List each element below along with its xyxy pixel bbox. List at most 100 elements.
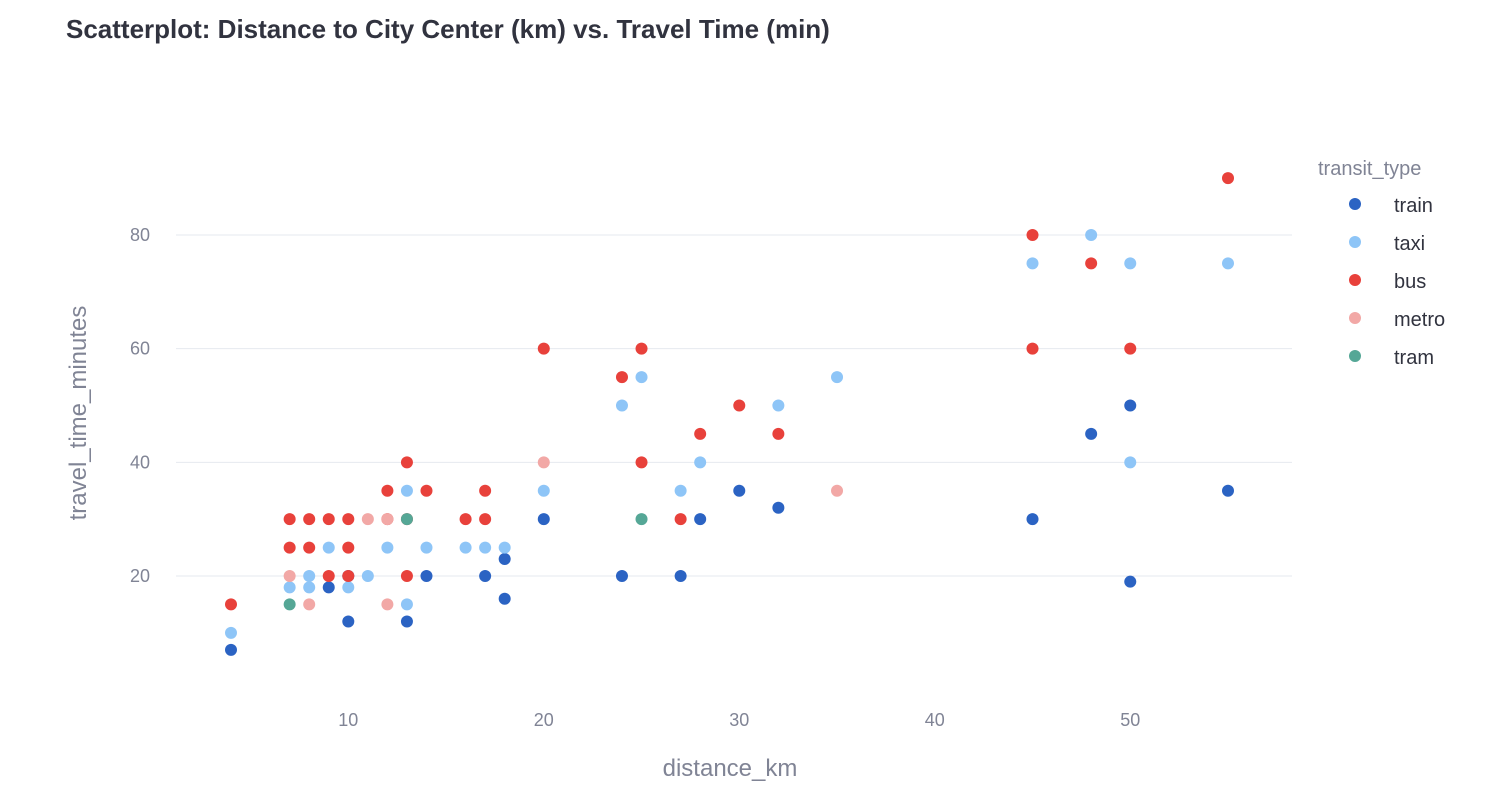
point-taxi[interactable] (303, 570, 316, 582)
point-train[interactable] (498, 592, 511, 605)
point-taxi[interactable] (400, 598, 413, 611)
point-train[interactable] (479, 570, 492, 582)
point-taxi[interactable] (400, 484, 413, 497)
point-taxi[interactable] (420, 541, 433, 554)
point-train[interactable] (322, 581, 335, 594)
point-train[interactable] (400, 615, 413, 628)
point-train[interactable] (498, 552, 511, 565)
point-bus[interactable] (303, 513, 316, 526)
point-taxi[interactable] (537, 484, 550, 497)
point-bus[interactable] (283, 541, 296, 554)
point-train[interactable] (733, 484, 746, 497)
point-taxi[interactable] (225, 626, 237, 639)
point-metro[interactable] (303, 598, 316, 611)
point-taxi[interactable] (459, 541, 472, 554)
point-bus[interactable] (322, 570, 335, 582)
series-metro[interactable] (283, 456, 844, 611)
point-bus[interactable] (1085, 257, 1098, 270)
x-axis-title: distance_km (663, 755, 798, 782)
legend-item-taxi[interactable]: taxi (1349, 233, 1425, 255)
point-taxi[interactable] (322, 541, 335, 554)
point-metro[interactable] (283, 570, 296, 582)
point-bus[interactable] (283, 513, 296, 526)
point-bus[interactable] (1026, 229, 1039, 241)
series-taxi[interactable] (225, 229, 1234, 639)
point-metro[interactable] (381, 598, 394, 611)
point-train[interactable] (225, 643, 237, 656)
point-train[interactable] (537, 513, 550, 526)
point-bus[interactable] (772, 427, 785, 440)
legend-item-bus[interactable]: bus (1349, 271, 1426, 293)
point-metro[interactable] (831, 484, 844, 497)
point-bus[interactable] (303, 541, 316, 554)
point-taxi[interactable] (674, 484, 687, 497)
legend-item-tram[interactable]: tram (1349, 347, 1434, 369)
point-bus[interactable] (342, 541, 355, 554)
point-taxi[interactable] (1026, 257, 1039, 270)
point-bus[interactable] (479, 513, 492, 526)
point-train[interactable] (1124, 575, 1137, 588)
point-bus[interactable] (420, 484, 433, 497)
point-taxi[interactable] (283, 581, 296, 594)
point-train[interactable] (772, 501, 785, 514)
point-bus[interactable] (1124, 342, 1137, 355)
point-tram[interactable] (283, 598, 296, 611)
point-bus[interactable] (342, 570, 355, 582)
point-bus[interactable] (400, 456, 413, 469)
series-bus[interactable] (225, 172, 1234, 611)
point-bus[interactable] (459, 513, 472, 526)
series-train[interactable] (225, 399, 1234, 656)
point-bus[interactable] (342, 513, 355, 526)
point-taxi[interactable] (1085, 229, 1098, 241)
series-tram[interactable] (283, 513, 648, 611)
point-bus[interactable] (381, 484, 394, 497)
point-taxi[interactable] (694, 456, 707, 469)
point-taxi[interactable] (831, 371, 844, 384)
point-taxi[interactable] (1124, 456, 1137, 469)
point-bus[interactable] (537, 342, 550, 355)
point-taxi[interactable] (381, 541, 394, 554)
point-bus[interactable] (694, 427, 707, 440)
point-bus[interactable] (479, 484, 492, 497)
point-train[interactable] (1085, 427, 1098, 440)
legend[interactable]: transit_type train taxi bus metro tram (1318, 158, 1445, 369)
point-metro[interactable] (537, 456, 550, 469)
point-train[interactable] (674, 570, 687, 582)
point-taxi[interactable] (498, 541, 511, 554)
point-train[interactable] (1124, 399, 1137, 412)
point-metro[interactable] (381, 513, 394, 526)
point-metro[interactable] (361, 513, 374, 526)
point-bus[interactable] (1222, 172, 1234, 185)
point-bus[interactable] (322, 513, 335, 526)
point-tram[interactable] (635, 513, 648, 526)
point-taxi[interactable] (342, 581, 355, 594)
point-bus[interactable] (635, 342, 648, 355)
point-bus[interactable] (1026, 342, 1039, 355)
point-train[interactable] (420, 570, 433, 582)
point-taxi[interactable] (1222, 257, 1234, 270)
legend-item-train[interactable]: train (1349, 195, 1433, 217)
point-train[interactable] (1026, 513, 1039, 526)
point-taxi[interactable] (361, 570, 374, 582)
point-train[interactable] (342, 615, 355, 628)
point-bus[interactable] (615, 371, 628, 384)
point-taxi[interactable] (479, 541, 492, 554)
point-train[interactable] (694, 513, 707, 526)
point-bus[interactable] (674, 513, 687, 526)
legend-label: bus (1394, 271, 1426, 293)
point-bus[interactable] (635, 456, 648, 469)
point-train[interactable] (615, 570, 628, 582)
point-train[interactable] (1222, 484, 1234, 497)
point-taxi[interactable] (1124, 257, 1137, 270)
point-tram[interactable] (400, 513, 413, 526)
point-taxi[interactable] (772, 399, 785, 412)
data-points[interactable] (225, 172, 1234, 656)
point-taxi[interactable] (303, 581, 316, 594)
point-bus[interactable] (400, 570, 413, 582)
point-bus[interactable] (733, 399, 746, 412)
point-taxi[interactable] (635, 371, 648, 384)
legend-item-metro[interactable]: metro (1349, 309, 1445, 331)
point-taxi[interactable] (615, 399, 628, 412)
point-bus[interactable] (225, 598, 237, 611)
